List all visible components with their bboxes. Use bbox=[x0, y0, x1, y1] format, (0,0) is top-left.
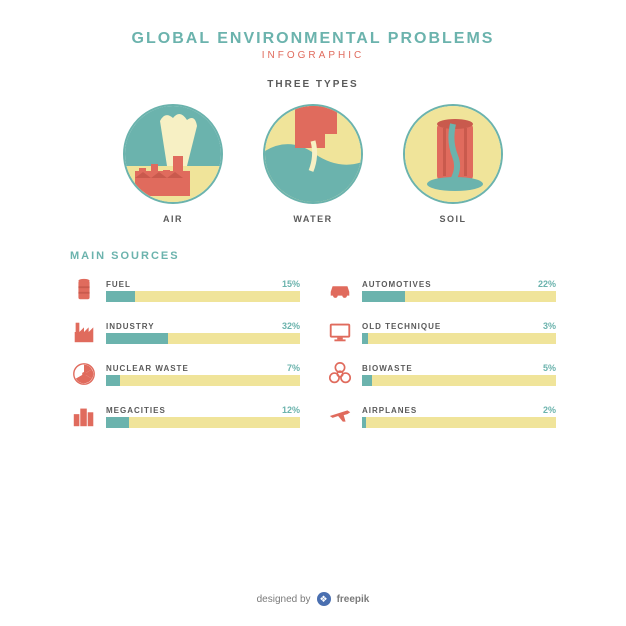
bar-track bbox=[106, 291, 300, 302]
source-name: INDUSTRY bbox=[106, 322, 155, 331]
source-top-row: INDUSTRY 32% bbox=[106, 321, 300, 331]
radiation-icon bbox=[70, 360, 98, 388]
types-row: AIR WATER SOIL bbox=[123, 104, 503, 224]
source-bar-wrap: AIRPLANES 2% bbox=[362, 405, 556, 428]
source-name: BIOWASTE bbox=[362, 364, 413, 373]
source-percentage: 15% bbox=[282, 279, 300, 289]
source-item-fuel: FUEL 15% bbox=[70, 276, 300, 304]
bar-fill bbox=[106, 333, 168, 344]
bar-track bbox=[362, 291, 556, 302]
source-bar-wrap: NUCLEAR WASTE 7% bbox=[106, 363, 300, 386]
type-label-soil: SOIL bbox=[439, 214, 466, 224]
main-title: GLOBAL ENVIRONMENTAL PROBLEMS bbox=[132, 30, 495, 48]
source-top-row: NUCLEAR WASTE 7% bbox=[106, 363, 300, 373]
soil-circle bbox=[403, 104, 503, 204]
bar-fill bbox=[362, 375, 372, 386]
source-name: FUEL bbox=[106, 280, 131, 289]
source-top-row: AIRPLANES 2% bbox=[362, 405, 556, 415]
bar-fill bbox=[106, 291, 135, 302]
source-top-row: MEGACITIES 12% bbox=[106, 405, 300, 415]
source-top-row: OLD TECHNIQUE 3% bbox=[362, 321, 556, 331]
source-percentage: 2% bbox=[543, 405, 556, 415]
footer-attribution: designed by ❖ freepik bbox=[257, 592, 370, 606]
air-icon bbox=[125, 106, 223, 204]
footer-prefix: designed by bbox=[257, 594, 311, 605]
source-bar-wrap: MEGACITIES 12% bbox=[106, 405, 300, 428]
bar-track bbox=[362, 417, 556, 428]
monitor-icon bbox=[326, 318, 354, 346]
source-item-nuclear-waste: NUCLEAR WASTE 7% bbox=[70, 360, 300, 388]
source-name: AUTOMOTIVES bbox=[362, 280, 432, 289]
source-bar-wrap: BIOWASTE 5% bbox=[362, 363, 556, 386]
source-name: MEGACITIES bbox=[106, 406, 166, 415]
source-name: OLD TECHNIQUE bbox=[362, 322, 441, 331]
freepik-logo-icon: ❖ bbox=[317, 592, 331, 606]
source-bar-wrap: FUEL 15% bbox=[106, 279, 300, 302]
water-icon bbox=[265, 106, 363, 204]
sources-header: MAIN SOURCES bbox=[70, 250, 180, 262]
bar-fill bbox=[106, 417, 129, 428]
type-water: WATER bbox=[263, 104, 363, 224]
source-top-row: FUEL 15% bbox=[106, 279, 300, 289]
bar-track bbox=[106, 333, 300, 344]
soil-icon bbox=[405, 106, 503, 204]
bar-fill bbox=[362, 291, 405, 302]
bar-track bbox=[106, 417, 300, 428]
footer-brand: freepik bbox=[337, 594, 370, 605]
source-name: AIRPLANES bbox=[362, 406, 417, 415]
car-icon bbox=[326, 276, 354, 304]
bar-track bbox=[362, 333, 556, 344]
source-item-megacities: MEGACITIES 12% bbox=[70, 402, 300, 430]
source-name: NUCLEAR WASTE bbox=[106, 364, 189, 373]
types-section-label: THREE TYPES bbox=[267, 79, 358, 90]
source-top-row: AUTOMOTIVES 22% bbox=[362, 279, 556, 289]
source-percentage: 3% bbox=[543, 321, 556, 331]
subtitle: INFOGRAPHIC bbox=[262, 50, 364, 61]
source-item-old-technique: OLD TECHNIQUE 3% bbox=[326, 318, 556, 346]
source-percentage: 32% bbox=[282, 321, 300, 331]
source-bar-wrap: AUTOMOTIVES 22% bbox=[362, 279, 556, 302]
source-item-automotives: AUTOMOTIVES 22% bbox=[326, 276, 556, 304]
source-bar-wrap: OLD TECHNIQUE 3% bbox=[362, 321, 556, 344]
source-percentage: 12% bbox=[282, 405, 300, 415]
factory-icon bbox=[70, 318, 98, 346]
bar-track bbox=[106, 375, 300, 386]
type-label-water: WATER bbox=[293, 214, 332, 224]
type-soil: SOIL bbox=[403, 104, 503, 224]
air-circle bbox=[123, 104, 223, 204]
type-air: AIR bbox=[123, 104, 223, 224]
source-percentage: 5% bbox=[543, 363, 556, 373]
bar-fill bbox=[362, 417, 366, 428]
biohazard-icon bbox=[326, 360, 354, 388]
source-percentage: 22% bbox=[538, 279, 556, 289]
source-item-biowaste: BIOWASTE 5% bbox=[326, 360, 556, 388]
barrel-icon bbox=[70, 276, 98, 304]
plane-icon bbox=[326, 402, 354, 430]
source-top-row: BIOWASTE 5% bbox=[362, 363, 556, 373]
source-item-airplanes: AIRPLANES 2% bbox=[326, 402, 556, 430]
bar-fill bbox=[106, 375, 120, 386]
bar-fill bbox=[362, 333, 368, 344]
city-icon bbox=[70, 402, 98, 430]
water-circle bbox=[263, 104, 363, 204]
source-percentage: 7% bbox=[287, 363, 300, 373]
source-bar-wrap: INDUSTRY 32% bbox=[106, 321, 300, 344]
type-label-air: AIR bbox=[163, 214, 183, 224]
source-item-industry: INDUSTRY 32% bbox=[70, 318, 300, 346]
bar-track bbox=[362, 375, 556, 386]
sources-grid: FUEL 15% AUTOMOTIVES 22% INDUSTRY 32% OLD TECH… bbox=[40, 276, 586, 430]
